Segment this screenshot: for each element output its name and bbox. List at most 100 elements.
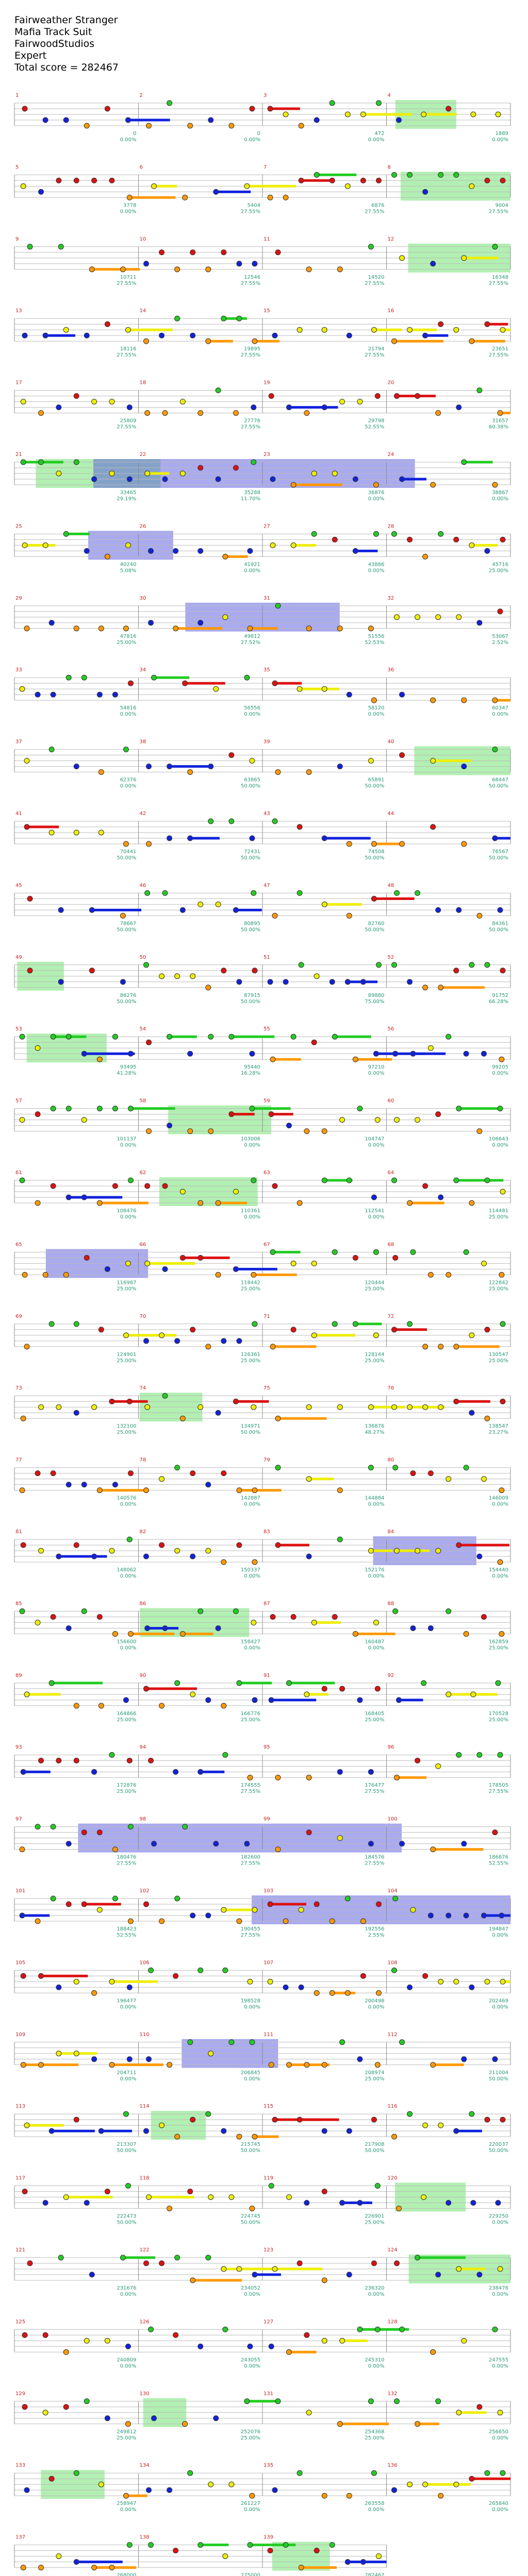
note [368, 625, 374, 632]
note [360, 979, 366, 985]
measure-number: 67 [263, 1242, 270, 1247]
note [126, 2056, 133, 2062]
measure-number: 12 [388, 236, 394, 242]
note [374, 2062, 381, 2068]
note [296, 2260, 303, 2266]
measure-score: 10711 [120, 275, 137, 280]
measure-sp-percent: 52.55% [365, 425, 384, 430]
measure-number: 5 [15, 164, 19, 170]
note [38, 459, 44, 465]
note [476, 2272, 483, 2278]
note [407, 172, 413, 178]
note [456, 2410, 462, 2416]
note [42, 1272, 48, 1278]
note [321, 2277, 327, 2283]
note [197, 1200, 204, 1206]
note [205, 1344, 211, 1350]
measure-number: 20 [388, 380, 394, 386]
measure-sp-percent: 25.00% [117, 640, 136, 646]
note [368, 2398, 374, 2404]
note [120, 266, 126, 273]
measure-number: 11 [263, 236, 270, 242]
note [270, 476, 276, 482]
note [456, 1542, 462, 1548]
measure-score: 130547 [489, 1352, 508, 1358]
note [430, 1846, 436, 1853]
note [357, 2056, 363, 2062]
measure-sp-percent: 0.00% [244, 2076, 260, 2082]
measure-score: 254368 [365, 2429, 384, 2435]
note [251, 459, 257, 465]
note [446, 1476, 452, 1482]
note [314, 973, 320, 979]
note [127, 1470, 134, 1477]
note [314, 172, 320, 178]
note [123, 841, 129, 847]
note [205, 266, 211, 273]
note [233, 1608, 239, 1614]
note [298, 177, 304, 183]
note [98, 1703, 104, 1709]
note [399, 1841, 405, 1847]
measure-score: 118442 [241, 1280, 260, 1285]
note [497, 907, 503, 913]
note [81, 1829, 87, 1836]
note [453, 2481, 459, 2487]
measure-number: 120 [388, 2176, 398, 2181]
note [374, 1686, 381, 1692]
note [470, 1691, 476, 1698]
note [394, 890, 400, 896]
measure-score: 23651 [492, 346, 508, 352]
measure-sp-percent: 48.27% [365, 1430, 384, 1435]
note [22, 542, 28, 548]
note [415, 2255, 421, 2261]
measure-sp-percent: 0.00% [120, 2004, 137, 2010]
note [321, 2337, 327, 2344]
note [42, 2410, 48, 2416]
measure-sp-percent: 27.55% [241, 209, 260, 214]
measure-sp-percent: 25.00% [241, 1358, 260, 1364]
measure-sp-percent: 0.00% [492, 1573, 508, 1579]
measure-score: 58120 [368, 705, 385, 711]
note [98, 2481, 104, 2487]
measure-score: 0 [257, 131, 260, 137]
measure-score: 229250 [489, 2214, 508, 2219]
note [247, 1978, 253, 1985]
measure-number: 51 [263, 955, 270, 960]
note [35, 691, 41, 698]
note [497, 410, 503, 416]
note [304, 1691, 310, 1698]
note [35, 1824, 41, 1830]
measure-number: 116 [388, 2104, 398, 2109]
note [469, 2111, 475, 2117]
note [252, 2272, 258, 2278]
measure-score: 126361 [241, 1352, 260, 1358]
measure-number: 49 [15, 955, 22, 960]
measure-number: 122 [140, 2247, 150, 2253]
note [453, 1344, 459, 1350]
measure-score: 196477 [117, 1998, 136, 2004]
note [346, 691, 352, 698]
note [221, 1470, 227, 1477]
note [453, 172, 459, 178]
note [236, 979, 242, 985]
note [182, 680, 188, 686]
note [410, 1907, 416, 1913]
note [127, 680, 134, 686]
note [251, 1272, 257, 1278]
measure-sp-percent: 25.00% [365, 2435, 384, 2441]
note [143, 1487, 150, 1494]
note [415, 1117, 421, 1123]
note [371, 2116, 377, 2123]
note [197, 1769, 204, 1775]
measure-sp-percent: 25.00% [117, 2435, 136, 2441]
note [407, 1984, 413, 1990]
note [394, 2260, 400, 2266]
note [296, 824, 303, 830]
measure-sp-percent: 2.52% [492, 640, 508, 646]
note [438, 172, 444, 178]
measure-sp-percent: 0.00% [368, 1143, 385, 1148]
note [430, 482, 436, 488]
measure-number: 132 [388, 2391, 398, 2397]
measure-number: 123 [263, 2247, 273, 2253]
